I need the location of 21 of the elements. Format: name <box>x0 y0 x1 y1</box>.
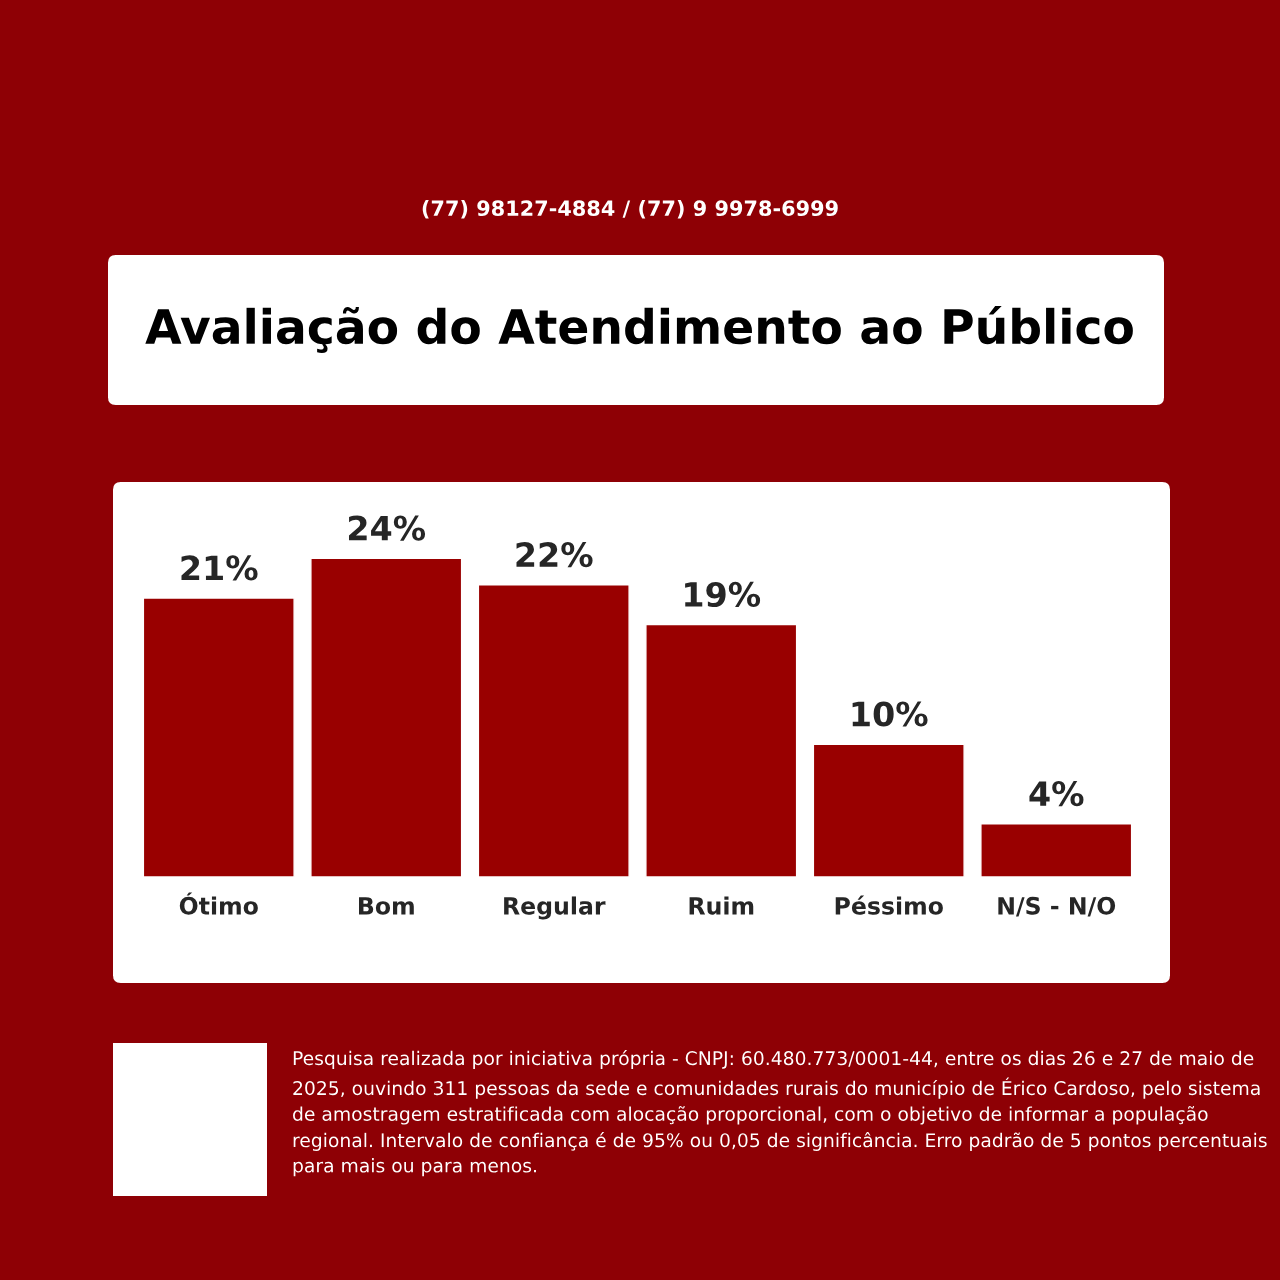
x-tick-label: Ótimo <box>179 892 258 915</box>
x-tick-label: Ruim <box>689 896 754 915</box>
data-label: 24% <box>348 515 426 541</box>
x-tick-label: Péssimo <box>835 895 943 915</box>
bar <box>310 557 463 877</box>
bar <box>980 823 1133 877</box>
bar <box>645 623 798 877</box>
bar <box>812 743 965 877</box>
data-label: 22% <box>516 542 593 568</box>
data-label: 21% <box>181 555 258 581</box>
text: Pesquisa realizada por iniciativa própria - CNPJ: 60.480.773/0001-44, entre os dias 26 e 27 de maio de 2025, ouvindo 311 pessoas da sede e comunidades rurais do município de Érico Cardoso, pelo sistema de amostragem estratificada com alocação proporcional, com o objetivo de informar a população regional. Intervalo de confiança é de 95% ou 0,05 de significância. Erro padrão de 5 pontos percentuais para mais ou para menos. <box>293 1050 1267 1177</box>
x-tick-label: N/S - N/O <box>998 896 1116 917</box>
x-tick-label: Regular <box>504 896 606 920</box>
bar <box>477 584 630 877</box>
x-tick-label: Bom <box>359 897 414 915</box>
data-label: 19% <box>685 581 761 608</box>
bar <box>142 597 295 877</box>
data-label: 4% <box>1029 781 1084 807</box>
chart-title: Avaliação do Atendimento ao Público <box>145 305 1133 353</box>
text: (77) 98127-4884 / (77) 9 9978-6999 <box>422 199 838 219</box>
data-label: 10% <box>852 701 928 727</box>
